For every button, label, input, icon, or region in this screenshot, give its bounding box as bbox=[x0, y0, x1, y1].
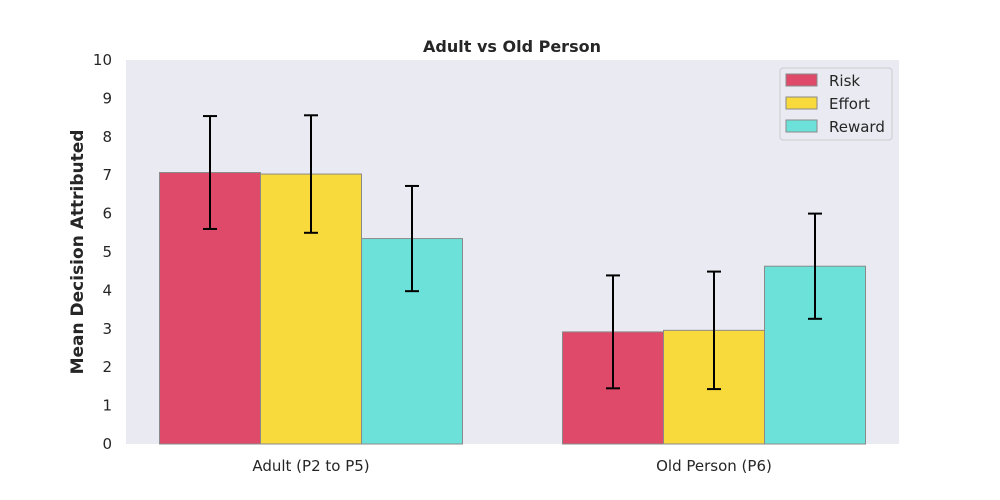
error-bars-layer bbox=[203, 114, 822, 391]
y-tick-label: 1 bbox=[102, 397, 112, 415]
y-tick-label: 2 bbox=[102, 358, 112, 376]
bar-reward-2 bbox=[764, 265, 866, 445]
y-tick-label: 7 bbox=[102, 166, 112, 184]
y-tick-label: 8 bbox=[102, 128, 112, 146]
y-tick-label: 9 bbox=[102, 89, 112, 107]
legend-label-reward: Reward bbox=[829, 118, 885, 136]
chart-title: Adult vs Old Person bbox=[423, 37, 601, 56]
legend-label-risk: Risk bbox=[829, 72, 860, 90]
legend-swatch-risk bbox=[785, 73, 818, 87]
y-tick-label: 3 bbox=[102, 320, 112, 338]
legend-label-effort: Effort bbox=[829, 95, 870, 113]
x-tick-label: Adult (P2 to P5) bbox=[252, 457, 369, 475]
y-tick-label: 6 bbox=[102, 205, 112, 223]
x-tick-label: Old Person (P6) bbox=[656, 457, 772, 475]
x-axis: Adult (P2 to P5) Old Person (P6) bbox=[252, 457, 772, 475]
y-tick-label: 10 bbox=[93, 51, 112, 69]
legend-swatch-reward bbox=[785, 119, 818, 133]
y-tick-label: 4 bbox=[102, 281, 112, 299]
y-axis-label: Mean Decision Attributed bbox=[68, 130, 88, 375]
legend: Risk Effort Reward bbox=[779, 67, 893, 141]
y-tick-label: 5 bbox=[102, 243, 112, 261]
y-tick-label: 0 bbox=[102, 435, 112, 453]
legend-swatch-effort bbox=[785, 96, 818, 110]
y-axis: 0 1 2 3 4 5 6 7 8 9 10 bbox=[93, 51, 112, 453]
